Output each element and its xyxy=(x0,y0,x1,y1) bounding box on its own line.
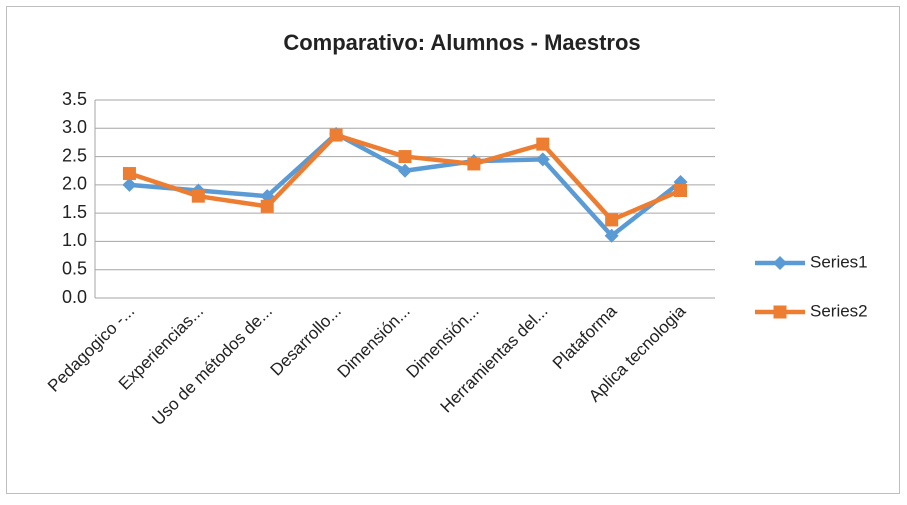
square-marker xyxy=(329,128,343,142)
square-marker xyxy=(122,167,136,181)
square-marker xyxy=(467,157,481,171)
legend-label: Series1 xyxy=(810,252,868,271)
square-marker xyxy=(773,305,787,319)
legend-label: Series2 xyxy=(810,301,868,320)
diamond-marker xyxy=(398,163,412,178)
y-tick-label: 2.5 xyxy=(62,145,87,165)
square-marker xyxy=(536,137,550,151)
chart-frame xyxy=(6,6,900,494)
diamond-marker xyxy=(535,152,550,167)
square-marker xyxy=(674,184,688,198)
square-marker xyxy=(260,199,274,213)
y-tick-label: 3.5 xyxy=(62,89,87,109)
y-tick-label: 1.0 xyxy=(62,230,87,250)
square-marker xyxy=(191,189,205,203)
diamond-marker xyxy=(604,228,619,243)
square-marker xyxy=(605,213,619,227)
y-tick-label: 2.0 xyxy=(62,174,87,194)
y-tick-label: 3.0 xyxy=(62,117,87,137)
square-marker xyxy=(398,150,412,164)
chart-title: Comparativo: Alumnos - Maestros xyxy=(283,30,640,55)
y-tick-label: 0.5 xyxy=(62,258,87,278)
diamond-marker xyxy=(773,256,787,270)
diamond-marker xyxy=(122,177,137,192)
y-tick-label: 1.5 xyxy=(62,202,87,222)
y-tick-label: 0.0 xyxy=(62,287,87,307)
